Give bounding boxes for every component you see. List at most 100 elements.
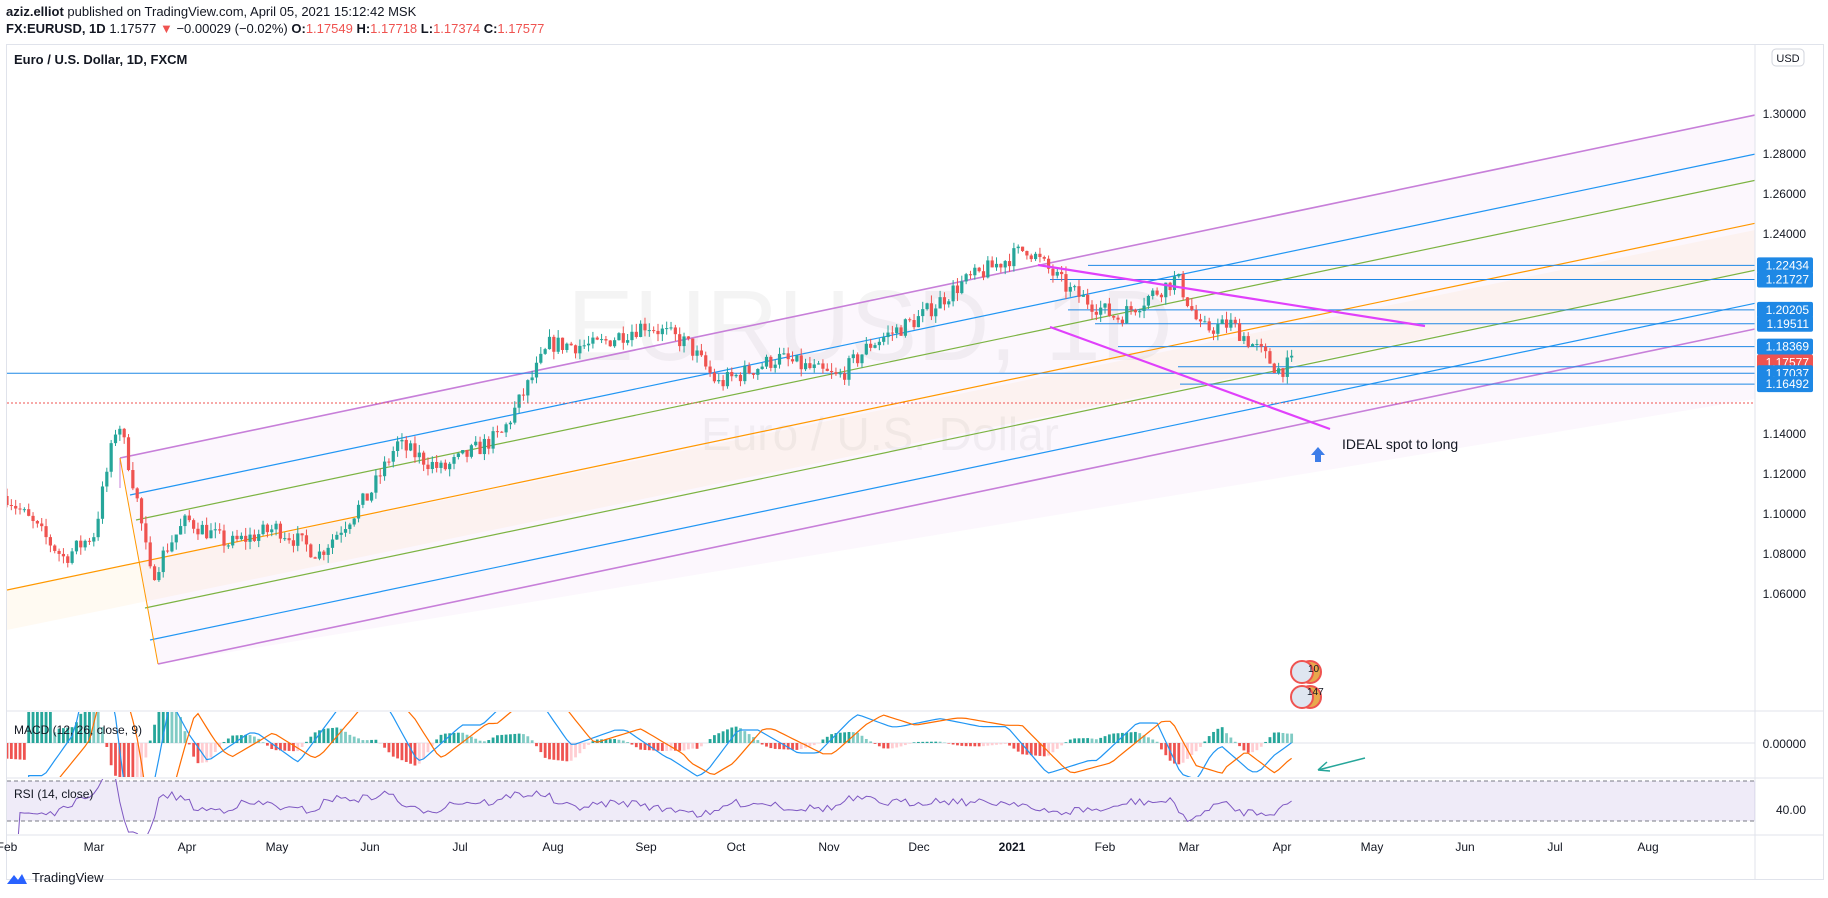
x-tick-label: Mar — [84, 840, 105, 854]
author-name[interactable]: aziz.elliot — [6, 4, 64, 19]
pitchfork-drawing[interactable] — [7, 114, 1755, 665]
candle-body — [830, 370, 834, 373]
candle-body — [144, 523, 148, 543]
candle-body — [148, 542, 152, 567]
macd-histogram-bar — [782, 743, 786, 750]
candle-body — [469, 445, 473, 457]
candle-body — [929, 303, 934, 317]
macd-histogram-bar — [578, 743, 582, 754]
teal-arrow-drawing[interactable] — [1317, 757, 1366, 772]
price-tag-label: 1.20205 — [1766, 303, 1810, 317]
macd-histogram-bar — [114, 743, 117, 776]
macd-histogram-bar — [795, 743, 799, 750]
candle-body — [27, 509, 31, 516]
macd-histogram-bar — [561, 743, 564, 761]
currency-button[interactable]: USD — [1771, 48, 1805, 67]
candle-body — [252, 534, 256, 541]
macd-histogram-bar — [1246, 743, 1250, 753]
candle-body — [652, 330, 656, 332]
brand-name: TradingView — [32, 870, 104, 885]
candle-body — [1224, 319, 1229, 328]
candle-body — [877, 341, 881, 346]
macd-histogram-bar — [630, 743, 634, 745]
macd-histogram-bar — [300, 743, 304, 747]
macd-histogram-bar — [1255, 743, 1259, 751]
candle-body — [513, 407, 517, 423]
macd-histogram-bar — [847, 731, 851, 743]
candle-body — [187, 515, 191, 521]
candle-body — [708, 366, 712, 373]
y-tick-label: 1.08000 — [1763, 547, 1807, 561]
macd-histogram-bar — [22, 743, 26, 760]
macd-histogram-bar — [1086, 738, 1090, 743]
candle-body — [35, 521, 39, 524]
long-annotation[interactable]: IDEAL spot to long — [1311, 436, 1458, 462]
candle-body — [96, 518, 100, 538]
brand-footer[interactable]: TradingView — [6, 870, 104, 885]
macd-histogram-bar — [40, 712, 44, 743]
candle-body — [22, 509, 26, 511]
macd-histogram-bar — [239, 735, 243, 743]
macd-histogram-bar — [365, 740, 369, 743]
macd-histogram-bar — [1190, 743, 1194, 755]
candle-body — [1068, 286, 1072, 292]
macd-histogram-bar — [825, 736, 829, 743]
macd-histogram-bar — [617, 739, 621, 743]
candle-body — [869, 343, 873, 348]
macd-histogram-bar — [83, 712, 87, 743]
candle-body — [955, 285, 960, 294]
macd-histogram-bar — [344, 731, 347, 743]
price-change: −0.00029 (−0.02%) — [176, 21, 288, 36]
candle-body — [682, 336, 686, 347]
candle-body — [374, 475, 378, 493]
macd-histogram-bar — [49, 712, 52, 743]
time-axis[interactable]: Feb Mar Apr May Jun Jul Aug Sep Oct Nov Dec 2021 Feb… — [0, 840, 1659, 854]
macd-histogram-bar — [626, 742, 630, 743]
macd-histogram-bar — [539, 743, 543, 753]
candle-body — [691, 338, 695, 356]
macd-histogram-bar — [1029, 743, 1033, 756]
macd-histogram-bar — [1233, 741, 1237, 743]
macd-histogram-bar — [101, 727, 104, 743]
trend-lines[interactable] — [1037, 263, 1426, 431]
candle-body — [14, 505, 18, 509]
candle-body — [834, 372, 838, 375]
candle-body — [990, 260, 994, 268]
horizontal-levels[interactable] — [7, 264, 1755, 385]
candle-body — [669, 327, 673, 329]
candle-body — [843, 373, 847, 380]
candle-body — [673, 327, 677, 335]
candle-body — [44, 526, 48, 538]
candle-body — [1020, 246, 1025, 252]
event-badges[interactable]: 10 147 — [1290, 660, 1324, 709]
candle-body — [322, 551, 326, 555]
candle-body — [964, 274, 968, 282]
trend-line-upper[interactable] — [1037, 263, 1426, 328]
candle-body — [244, 535, 248, 542]
x-tick-label: Feb — [0, 840, 18, 854]
macd-histogram-bar — [339, 728, 343, 743]
candle-body — [174, 534, 178, 543]
price-axis[interactable]: 1.30000 1.28000 1.26000 1.24000 1.14000 1.120… — [1757, 107, 1813, 817]
macd-histogram-bar — [925, 741, 929, 743]
macd-histogram-bar — [443, 733, 447, 743]
macd-histogram-bar — [522, 734, 525, 743]
macd-histogram-bar — [196, 743, 200, 764]
candle-body — [960, 281, 964, 294]
candle-body — [1120, 319, 1124, 324]
price-tag — [1757, 271, 1813, 288]
macd-histogram-bar — [986, 743, 990, 746]
macd-histogram-bar — [170, 712, 174, 743]
candle-body — [92, 537, 96, 542]
candle-body — [1094, 311, 1098, 315]
candle-body — [61, 553, 66, 557]
trend-line-lower[interactable] — [1049, 325, 1331, 431]
candle-body — [1133, 309, 1137, 313]
macd-histogram-bar — [62, 728, 65, 743]
rsi-axis-label: 40.00 — [1776, 803, 1806, 817]
candle-body — [812, 364, 816, 369]
macd-histogram-bar — [352, 736, 356, 743]
candle-body — [1047, 258, 1051, 269]
macd-histogram-bar — [222, 741, 226, 743]
